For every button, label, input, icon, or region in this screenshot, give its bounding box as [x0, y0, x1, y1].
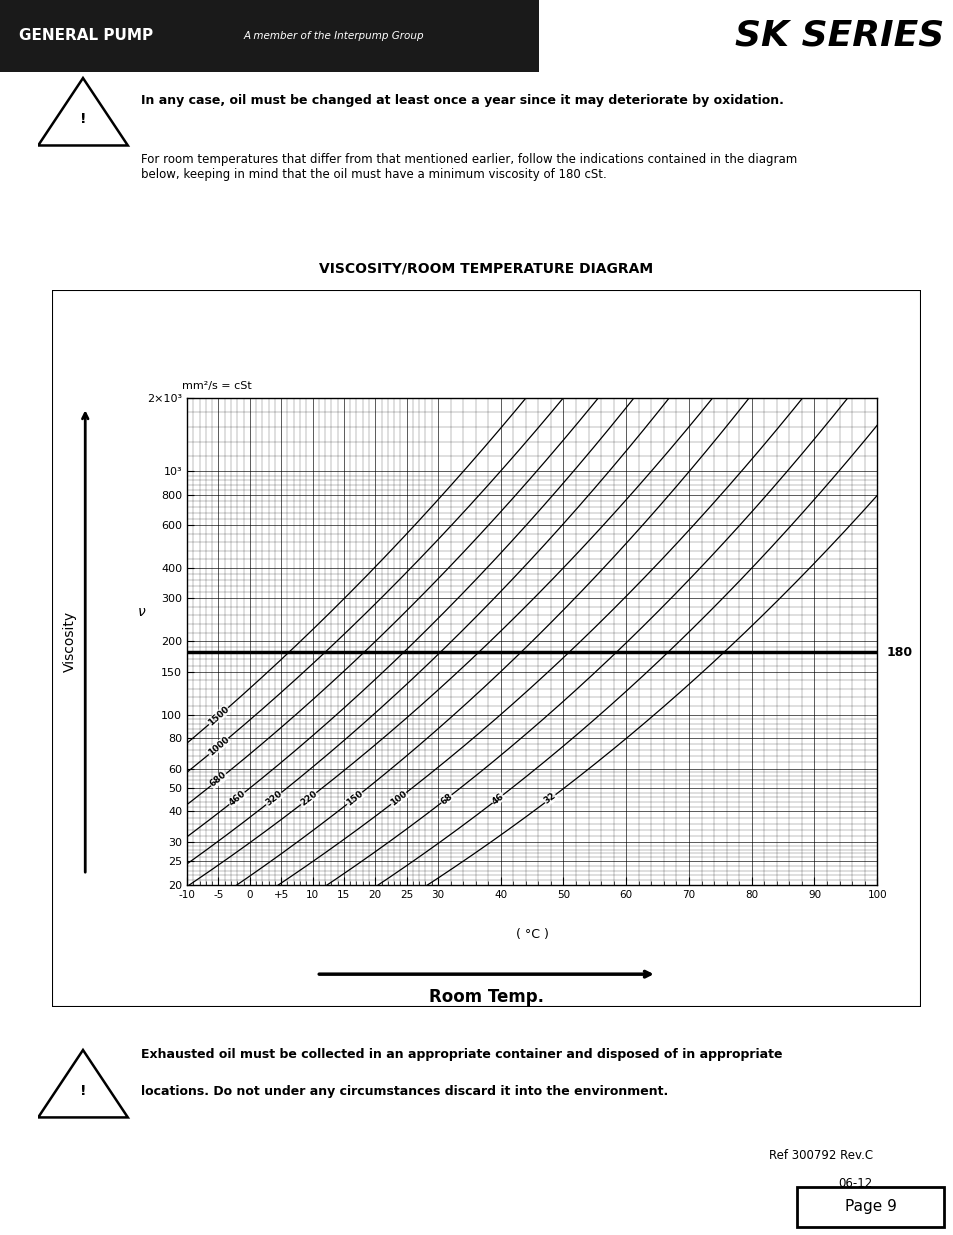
- Text: 06-12: 06-12: [838, 1177, 872, 1191]
- Text: Ref 300792 Rev.C: Ref 300792 Rev.C: [768, 1149, 872, 1162]
- Text: 100: 100: [388, 789, 408, 808]
- Text: 180: 180: [885, 646, 912, 658]
- Text: 1500: 1500: [206, 704, 231, 727]
- Text: 220: 220: [298, 789, 318, 808]
- Polygon shape: [38, 1050, 128, 1118]
- Polygon shape: [38, 78, 128, 146]
- Text: Exhausted oil must be collected in an appropriate container and disposed of in a: Exhausted oil must be collected in an ap…: [141, 1047, 782, 1061]
- Text: ν: ν: [137, 605, 145, 619]
- Text: 68: 68: [438, 792, 454, 806]
- Text: Room Temp.: Room Temp.: [429, 988, 543, 1007]
- Text: A member of the Interpump Group: A member of the Interpump Group: [243, 31, 423, 41]
- Text: locations. Do not under any circumstances discard it into the environment.: locations. Do not under any circumstance…: [141, 1086, 668, 1098]
- Text: SK SERIES: SK SERIES: [735, 19, 943, 53]
- Text: 32: 32: [542, 792, 558, 806]
- Text: 150: 150: [344, 789, 364, 808]
- Text: For room temperatures that differ from that mentioned earlier, follow the indica: For room temperatures that differ from t…: [141, 153, 797, 182]
- Text: 46: 46: [490, 792, 505, 806]
- Bar: [796, 1187, 943, 1226]
- Text: !: !: [80, 1084, 86, 1098]
- Text: !: !: [80, 112, 86, 126]
- Text: In any case, oil must be changed at least once a year since it may deteriorate b: In any case, oil must be changed at leas…: [141, 94, 783, 107]
- Text: Viscosity: Viscosity: [63, 610, 76, 672]
- Text: mm²/s = cSt: mm²/s = cSt: [182, 382, 252, 391]
- Text: ( °C ): ( °C ): [516, 927, 548, 941]
- Text: VISCOSITY/ROOM TEMPERATURE DIAGRAM: VISCOSITY/ROOM TEMPERATURE DIAGRAM: [319, 262, 653, 275]
- Bar: [0, 0, 538, 72]
- Text: 1000: 1000: [206, 735, 231, 758]
- Text: 320: 320: [263, 789, 283, 808]
- Text: Page 9: Page 9: [843, 1199, 896, 1214]
- Text: 460: 460: [227, 789, 247, 808]
- Text: GENERAL PUMP: GENERAL PUMP: [19, 28, 153, 43]
- Text: 680: 680: [209, 771, 229, 789]
